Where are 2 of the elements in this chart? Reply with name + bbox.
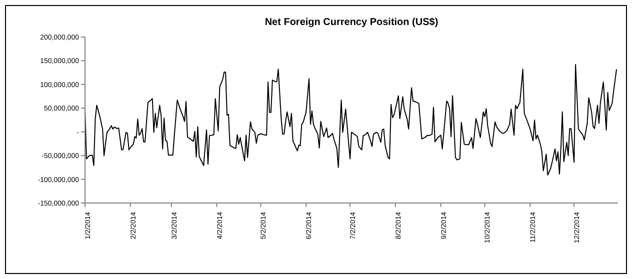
chart-title: Net Foreign Currency Position (US$)	[264, 17, 440, 28]
line-series	[85, 64, 618, 176]
